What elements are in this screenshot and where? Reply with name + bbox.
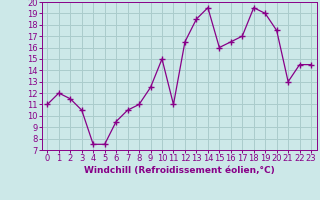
X-axis label: Windchill (Refroidissement éolien,°C): Windchill (Refroidissement éolien,°C) (84, 166, 275, 175)
